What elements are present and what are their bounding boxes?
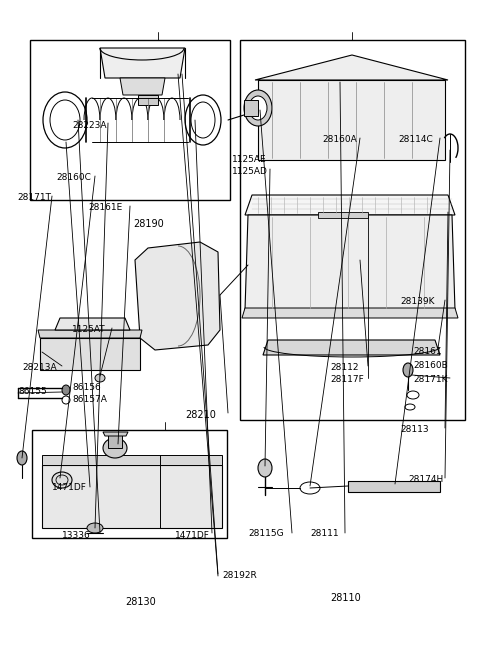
Polygon shape xyxy=(242,308,458,318)
Polygon shape xyxy=(120,78,165,95)
Text: 28223A: 28223A xyxy=(72,121,107,129)
Polygon shape xyxy=(263,340,440,355)
Text: 28161: 28161 xyxy=(413,348,442,356)
Ellipse shape xyxy=(103,438,127,458)
Polygon shape xyxy=(258,80,445,160)
Text: 28112: 28112 xyxy=(330,363,359,373)
Polygon shape xyxy=(55,318,130,330)
Ellipse shape xyxy=(258,459,272,477)
Text: 28192R: 28192R xyxy=(222,571,257,581)
Bar xyxy=(108,435,122,448)
Ellipse shape xyxy=(95,374,105,382)
Text: 28139K: 28139K xyxy=(400,298,434,306)
Text: 28113: 28113 xyxy=(400,426,429,434)
Text: 28111: 28111 xyxy=(310,529,338,539)
Text: 1125AD: 1125AD xyxy=(232,167,268,176)
Bar xyxy=(240,40,465,420)
Text: 28114C: 28114C xyxy=(398,136,433,144)
Text: 28130: 28130 xyxy=(125,597,156,607)
Bar xyxy=(30,40,230,200)
Polygon shape xyxy=(245,195,455,215)
Text: 1125AT: 1125AT xyxy=(72,325,106,335)
Polygon shape xyxy=(42,455,222,465)
Ellipse shape xyxy=(87,523,103,533)
Text: 28160C: 28160C xyxy=(56,173,91,182)
Text: 28117F: 28117F xyxy=(330,375,364,384)
Polygon shape xyxy=(42,465,222,528)
Polygon shape xyxy=(318,212,368,218)
Text: 13336: 13336 xyxy=(62,531,91,539)
Text: 28171K: 28171K xyxy=(413,375,447,384)
Bar xyxy=(32,430,227,538)
Bar xyxy=(244,100,258,116)
Polygon shape xyxy=(135,242,220,350)
Text: 1125AE: 1125AE xyxy=(232,155,266,165)
Polygon shape xyxy=(245,215,455,310)
Ellipse shape xyxy=(62,385,70,395)
Text: 28115G: 28115G xyxy=(248,529,284,539)
Text: 1471DF: 1471DF xyxy=(175,531,210,539)
Text: 28213A: 28213A xyxy=(22,363,57,373)
Ellipse shape xyxy=(17,451,27,465)
Polygon shape xyxy=(100,48,185,78)
Polygon shape xyxy=(348,481,440,492)
Text: 28190: 28190 xyxy=(133,219,164,229)
Text: 28171T: 28171T xyxy=(17,194,51,203)
Text: 86157A: 86157A xyxy=(72,394,107,403)
Text: 28110: 28110 xyxy=(330,593,361,603)
Text: 28210: 28210 xyxy=(185,410,216,420)
Polygon shape xyxy=(38,330,142,338)
Text: 28160B: 28160B xyxy=(413,361,448,369)
Text: 28161E: 28161E xyxy=(88,203,122,213)
Ellipse shape xyxy=(249,96,267,120)
Polygon shape xyxy=(138,95,158,105)
Text: 28174H: 28174H xyxy=(408,476,443,485)
Polygon shape xyxy=(40,338,140,370)
Ellipse shape xyxy=(244,90,272,126)
Polygon shape xyxy=(103,432,128,436)
Ellipse shape xyxy=(403,363,413,377)
Polygon shape xyxy=(255,55,448,80)
Text: 28160A: 28160A xyxy=(322,136,357,144)
Text: 1471DF: 1471DF xyxy=(52,483,87,491)
Text: 86155: 86155 xyxy=(18,388,47,396)
Ellipse shape xyxy=(52,472,72,488)
Text: 86156: 86156 xyxy=(72,382,101,392)
